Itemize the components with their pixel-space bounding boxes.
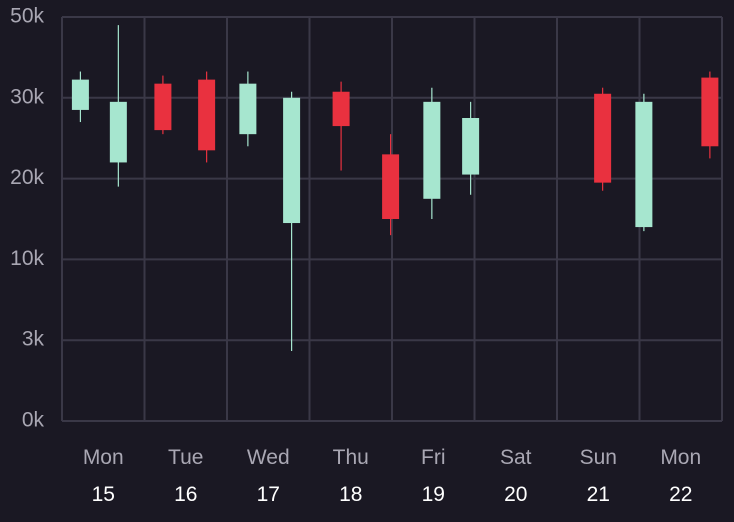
candle-body [701, 77, 719, 147]
candle-body [332, 91, 350, 127]
x-tick-day-number: 15 [92, 483, 115, 506]
candle-up [239, 71, 257, 147]
candle-body [109, 101, 127, 163]
candle-body [423, 101, 441, 199]
candle-body [635, 101, 653, 228]
candle-up [283, 91, 301, 351]
candle-body [594, 93, 612, 183]
candle-up [423, 87, 441, 219]
x-tick-day-name: Mon [83, 446, 124, 469]
x-tick-day-name: Sat [500, 446, 532, 469]
candle-up [635, 93, 653, 232]
candle-layer [71, 25, 719, 351]
candle-down [594, 87, 612, 191]
x-tick-day-number: 19 [422, 483, 445, 506]
x-tick-day-number: 21 [587, 483, 610, 506]
candle-body [154, 83, 172, 131]
x-tick-day-name: Sun [580, 446, 617, 469]
x-tick-day-number: 16 [174, 483, 197, 506]
candle-body [71, 79, 89, 110]
x-tick-day-name: Wed [247, 446, 290, 469]
candle-body [283, 97, 301, 224]
y-tick-label: 20k [10, 166, 44, 189]
candle-body [198, 79, 216, 151]
y-tick-label: 50k [10, 5, 44, 28]
y-tick-label: 0k [22, 409, 45, 432]
candle-up [71, 71, 89, 123]
candle-body [462, 118, 480, 175]
x-axis-labels: Mon 15 Tue 16 Wed 17 Thu 18 Fri 19 Sat 20 Sun 21 Mon 22 [83, 446, 701, 506]
x-tick-day-name: Fri [421, 446, 446, 469]
y-axis-labels: 0k 3k 10k 20k 30k 50k [10, 5, 44, 432]
candle-body [382, 154, 400, 219]
candle-down [154, 75, 172, 135]
x-tick-day-name: Thu [333, 446, 369, 469]
y-tick-label: 30k [10, 85, 44, 108]
y-tick-label: 3k [22, 328, 45, 351]
x-tick-day-name: Mon [660, 446, 701, 469]
x-tick-day-name: Tue [168, 446, 203, 469]
y-tick-label: 10k [10, 247, 44, 270]
x-tick-day-number: 22 [669, 483, 692, 506]
candle-body [239, 83, 257, 135]
x-tick-day-number: 17 [257, 483, 280, 506]
candle-down [701, 71, 719, 159]
candle-down [382, 134, 400, 236]
candle-down [198, 71, 216, 163]
candle-up [462, 101, 480, 195]
x-tick-day-number: 20 [504, 483, 527, 506]
candle-up [109, 25, 127, 187]
x-tick-day-number: 18 [339, 483, 362, 506]
candle-down [332, 81, 350, 171]
